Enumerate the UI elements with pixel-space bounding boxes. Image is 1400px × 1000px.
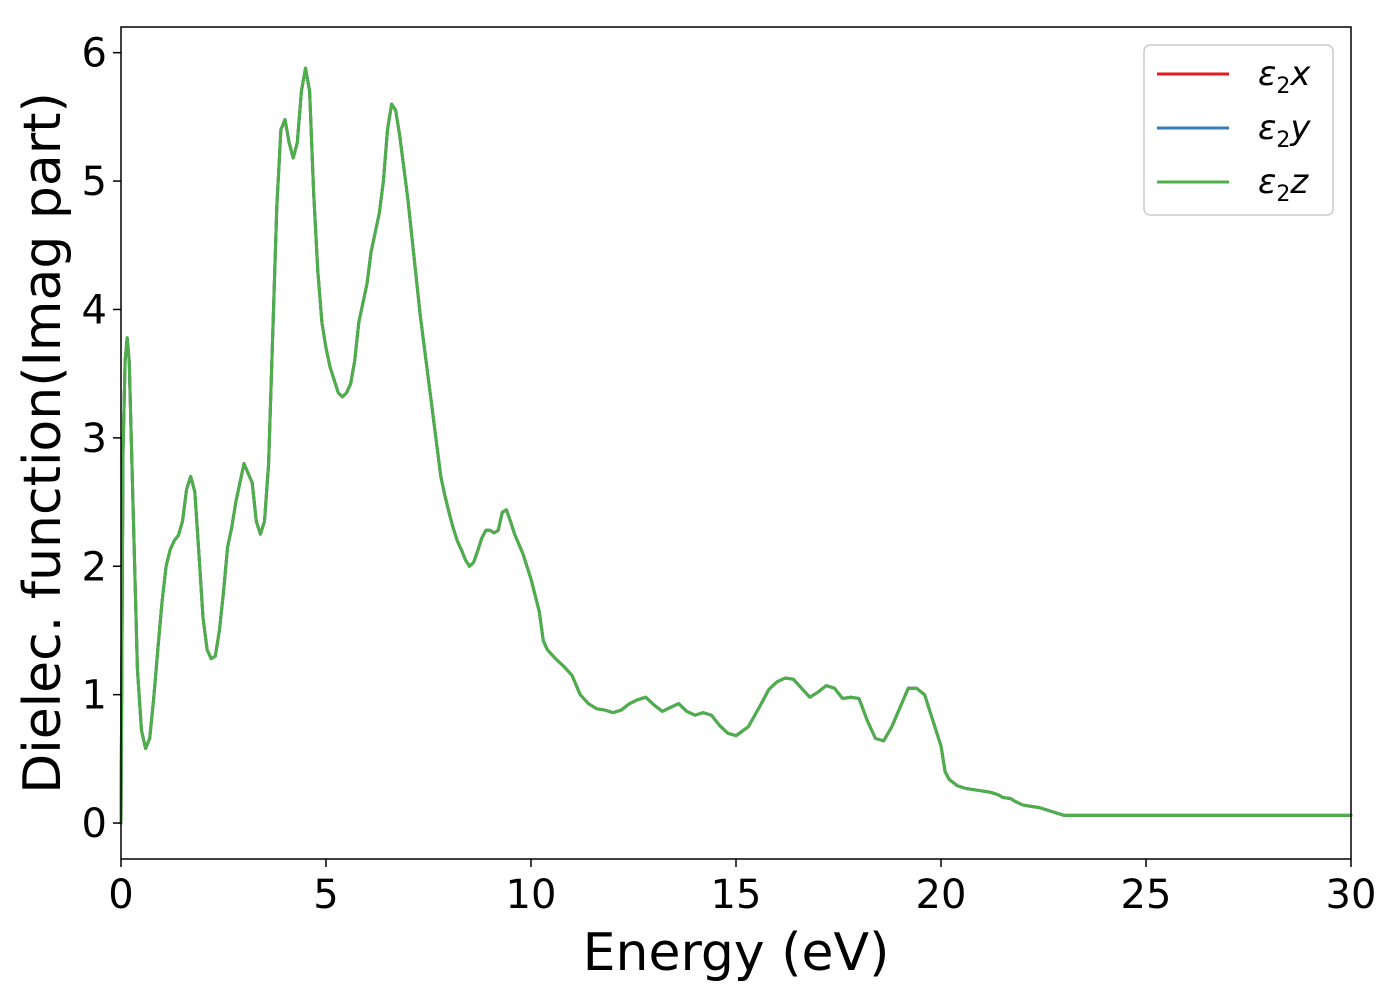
- x-tick-label: 0: [108, 872, 133, 918]
- y-tick-label: 1: [82, 673, 107, 719]
- plot-area: [119, 66, 1353, 825]
- x-tick-label: 20: [916, 872, 967, 918]
- y-tick-label: 2: [82, 544, 107, 590]
- x-tick-label: 25: [1121, 872, 1172, 918]
- x-tick-label: 15: [711, 872, 762, 918]
- y-tick-label: 4: [82, 287, 107, 333]
- x-tick-label: 5: [313, 872, 338, 918]
- legend-subscript: 2: [1276, 74, 1290, 99]
- axis-ticks: 0 5 10 15 20 25 30 0 1 2 3 4 5 6: [82, 31, 1377, 918]
- legend-var: x: [1289, 54, 1311, 94]
- x-axis-title: Energy (eV): [583, 923, 890, 983]
- legend-base: ε: [1258, 162, 1276, 202]
- legend-entry: ε2y: [1258, 108, 1311, 153]
- legend-subscript: 2: [1276, 182, 1290, 207]
- legend-entry: ε2x: [1258, 54, 1311, 99]
- legend-entry: ε2z: [1258, 162, 1309, 207]
- legend-base: ε: [1258, 108, 1276, 148]
- y-tick-label: 5: [82, 159, 107, 205]
- y-axis-title: Dielec. function(Imag part): [13, 92, 73, 794]
- x-tick-label: 10: [506, 872, 557, 918]
- legend-subscript: 2: [1276, 128, 1290, 153]
- y-tick-label: 3: [82, 416, 107, 462]
- y-tick-label: 0: [82, 801, 107, 847]
- y-tick-label: 6: [82, 31, 107, 77]
- x-tick-label: 30: [1326, 872, 1377, 918]
- legend-box: [1143, 44, 1334, 216]
- legend-var: y: [1289, 108, 1311, 148]
- series-line-3: [119, 66, 1353, 825]
- legend-base: ε: [1258, 54, 1276, 94]
- legend-var: z: [1289, 162, 1309, 202]
